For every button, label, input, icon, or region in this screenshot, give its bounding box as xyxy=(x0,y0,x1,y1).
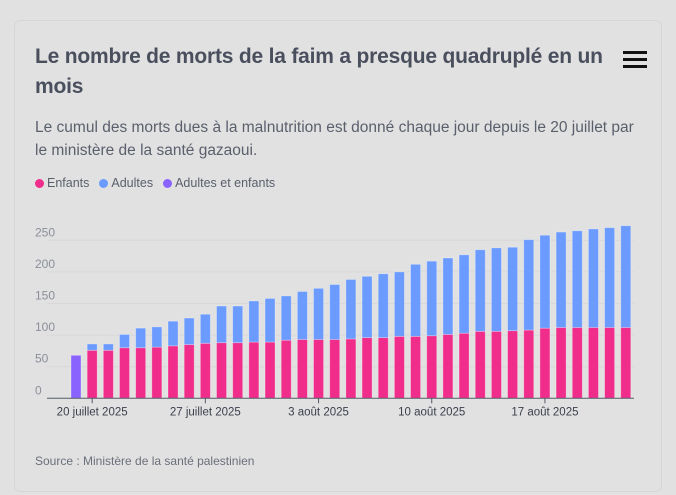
bar-enfants xyxy=(507,330,518,399)
bar-enfants xyxy=(539,327,551,399)
bar-adultes xyxy=(442,257,454,335)
bar-adultes xyxy=(313,287,324,340)
y-tick-label: 250 xyxy=(35,225,55,239)
bar-adultes xyxy=(119,334,130,349)
bar-enfants xyxy=(232,342,244,399)
bar-enfants xyxy=(345,338,357,399)
x-tick-label: 10 août 2025 xyxy=(398,406,465,418)
chart-subtitle: Le cumul des morts dues à la malnutritio… xyxy=(35,119,634,159)
bar-enfants xyxy=(199,342,211,399)
bar-enfants xyxy=(329,339,341,399)
bar-enfants xyxy=(523,329,535,399)
y-tick-label: 150 xyxy=(35,289,55,303)
bar-adultes xyxy=(507,246,518,332)
bar-enfants xyxy=(313,339,324,399)
legend-dot-icon xyxy=(163,178,173,188)
bar-adultes xyxy=(199,313,211,344)
x-tick-label: 27 juillet 2025 xyxy=(170,406,241,418)
bar-enfants xyxy=(442,334,454,399)
bar-enfants xyxy=(102,349,114,399)
bar-adultes xyxy=(86,343,98,351)
bar-adultes xyxy=(620,225,632,328)
bar-adultes xyxy=(216,305,227,344)
source-note: Source : Ministère de la santé palestini… xyxy=(35,454,255,468)
bar-adultes xyxy=(604,227,616,328)
legend-dot-icon xyxy=(99,178,109,188)
legend-label: Adultes et enfants xyxy=(175,176,276,190)
x-tick-label: 17 août 2025 xyxy=(511,406,578,418)
bar-adultes xyxy=(474,249,486,332)
bar-enfants xyxy=(377,337,389,399)
bar-enfants xyxy=(119,347,130,399)
legend-item-adultes[interactable]: Adultes xyxy=(99,176,153,190)
bar-enfants xyxy=(264,341,276,399)
x-tick-label: 20 juillet 2025 xyxy=(57,406,128,418)
bar-enfants xyxy=(296,339,308,399)
bar-enfants xyxy=(167,345,179,399)
bar-enfants xyxy=(620,327,632,399)
bar-adultes xyxy=(588,228,599,328)
bar-adultes xyxy=(102,343,114,351)
legend: Enfants Adultes Adultes et enfants xyxy=(35,176,275,190)
legend-label: Enfants xyxy=(47,176,90,190)
bar-adultes xyxy=(571,230,583,328)
legend-label: Adultes xyxy=(111,176,154,190)
bar-adultes xyxy=(426,260,438,337)
bar-adultes xyxy=(555,231,567,328)
bar-adultes xyxy=(491,247,502,332)
bar-enfants xyxy=(216,342,227,399)
bar-adultes xyxy=(458,254,470,334)
bar-enfants xyxy=(571,327,583,399)
bar-adultes xyxy=(377,273,389,339)
bar-adultes xyxy=(296,291,308,340)
bar-enfants xyxy=(280,339,292,399)
bar-adultes xyxy=(539,234,551,329)
bar-adultes xyxy=(361,275,373,339)
bar-adultes xyxy=(280,295,292,341)
bar-adultes xyxy=(345,279,357,340)
bar-enfants xyxy=(491,330,502,399)
bar-enfants xyxy=(393,335,405,399)
bar-enfants xyxy=(458,332,470,399)
bar-adultes xyxy=(248,300,260,343)
bar-adultes xyxy=(264,298,276,343)
chart-title: Le nombre de morts de la faim a presque … xyxy=(35,45,603,98)
y-tick-label: 0 xyxy=(35,383,42,397)
bar-enfants xyxy=(604,327,616,399)
bar-adultes xyxy=(410,263,421,337)
bar-enfants xyxy=(588,327,599,399)
bar-enfants xyxy=(410,335,421,399)
bar-enfants xyxy=(86,349,98,399)
bar-enfants xyxy=(361,337,373,399)
y-tick-label: 200 xyxy=(35,257,55,271)
bar-enfants xyxy=(183,344,195,399)
y-tick-label: 50 xyxy=(35,352,49,366)
bar-adultes xyxy=(329,284,341,340)
bar-adultes xyxy=(167,320,179,347)
bar-enfants xyxy=(135,347,147,399)
bar-enfants xyxy=(426,335,438,399)
bar-adultes xyxy=(232,305,244,344)
hamburger-menu-icon[interactable] xyxy=(623,51,647,69)
bar-adultes xyxy=(523,239,535,331)
bar-adultes-et-enfants xyxy=(70,354,82,399)
chart-card xyxy=(14,20,662,492)
bar-enfants xyxy=(474,330,486,399)
bar-adultes xyxy=(393,271,405,337)
legend-item-adultes-et-enfants[interactable]: Adultes et enfants xyxy=(163,176,275,190)
legend-item-enfants[interactable]: Enfants xyxy=(35,176,89,190)
x-tick-label: 3 août 2025 xyxy=(288,406,349,418)
bar-enfants xyxy=(151,346,163,399)
bar-adultes xyxy=(151,326,163,348)
bar-adultes xyxy=(135,327,147,349)
bar-enfants xyxy=(248,341,260,399)
y-tick-label: 100 xyxy=(35,320,55,334)
bar-adultes xyxy=(183,317,195,345)
bar-enfants xyxy=(555,327,567,399)
legend-dot-icon xyxy=(35,178,44,188)
